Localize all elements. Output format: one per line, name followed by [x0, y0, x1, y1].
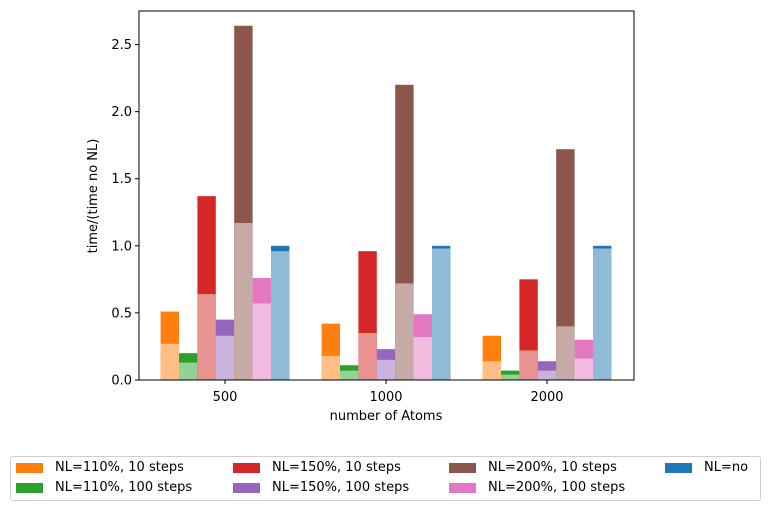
legend-item: NL=150%, 10 steps	[233, 460, 401, 475]
legend-label: NL=150%, 100 steps	[272, 480, 410, 495]
x-tick-label: 2000	[530, 390, 563, 405]
y-tick-label: 2.0	[111, 105, 132, 120]
legend-item: NL=150%, 100 steps	[233, 480, 409, 495]
legend-item: NL=no	[665, 460, 748, 475]
legend-label: NL=200%, 10 steps	[488, 460, 617, 475]
legend-label: NL=110%, 10 steps	[55, 460, 184, 475]
bar-inner-series-6-cat-500	[252, 303, 271, 380]
bar-inner-series-6-cat-2000	[574, 358, 593, 380]
legend-label: NL=150%, 10 steps	[272, 460, 401, 475]
bar-inner-series-5-cat-1000	[395, 283, 414, 380]
bar-inner-series-1-cat-500	[160, 343, 179, 380]
bar-inner-series-1-cat-1000	[321, 355, 340, 380]
bar-series-5-cat-2000	[556, 149, 575, 380]
x-tick-label: 1000	[369, 390, 402, 405]
y-tick-label: 0.5	[111, 306, 132, 321]
legend-swatch	[233, 462, 260, 473]
legend-swatch	[665, 462, 692, 473]
legend-swatch	[449, 482, 476, 493]
bar-inner-series-3-cat-1000	[358, 333, 377, 380]
legend: NL=110%, 10 steps NL=110%, 100 steps NL=15…	[10, 456, 761, 501]
legend-swatch	[233, 482, 260, 493]
legend-label: NL=200%, 100 steps	[488, 480, 626, 495]
x-axis-ticks: 500 1000 2000	[213, 380, 564, 405]
bar-inner-series-5-cat-500	[234, 223, 253, 380]
bar-inner-series-2-cat-1000	[340, 370, 359, 380]
x-tick-label: 500	[213, 390, 238, 405]
bar-inner-series-3-cat-2000	[519, 350, 538, 380]
legend-item: NL=200%, 100 steps	[449, 480, 625, 495]
y-tick-label: 2.5	[111, 38, 132, 53]
bar-inner-series-2-cat-500	[179, 362, 198, 380]
bar-inner-series-4-cat-2000	[537, 370, 557, 380]
legend-swatch	[16, 462, 43, 473]
bar-inner-series-5-cat-2000	[556, 326, 575, 380]
bar-inner-series-6-cat-1000	[413, 337, 432, 380]
y-tick-label: 0.0	[111, 374, 132, 389]
bars-group	[160, 25, 612, 381]
bar-inner-series-7-cat-2000	[593, 248, 612, 380]
x-axis-label: number of Atoms	[330, 409, 443, 424]
legend-swatch	[16, 482, 43, 493]
legend-label: NL=110%, 100 steps	[55, 480, 193, 495]
bar-inner-series-1-cat-2000	[482, 361, 501, 380]
y-tick-label: 1.5	[111, 172, 132, 187]
legend-item: NL=200%, 10 steps	[449, 460, 617, 475]
legend-label: NL=no	[704, 460, 749, 475]
legend-item: NL=110%, 100 steps	[16, 480, 192, 495]
y-axis-label: time/(time no NL)	[86, 139, 101, 254]
legend-item: NL=110%, 10 steps	[16, 460, 184, 475]
chart: 0.0 0.5 1.0 1.5 2.0 2.5 500 1000 2000 number of…	[86, 10, 635, 424]
bar-inner-series-2-cat-2000	[501, 374, 520, 380]
y-tick-label: 1.0	[111, 239, 132, 254]
y-axis-ticks: 0.0 0.5 1.0 1.5 2.0 2.5	[111, 38, 139, 389]
bar-inner-series-7-cat-500	[271, 251, 290, 380]
bar-inner-series-3-cat-500	[197, 294, 216, 380]
legend-swatch	[449, 462, 476, 473]
bar-inner-series-7-cat-1000	[432, 248, 451, 380]
bar-inner-series-4-cat-500	[215, 335, 235, 380]
bar-inner-series-4-cat-1000	[376, 359, 396, 380]
